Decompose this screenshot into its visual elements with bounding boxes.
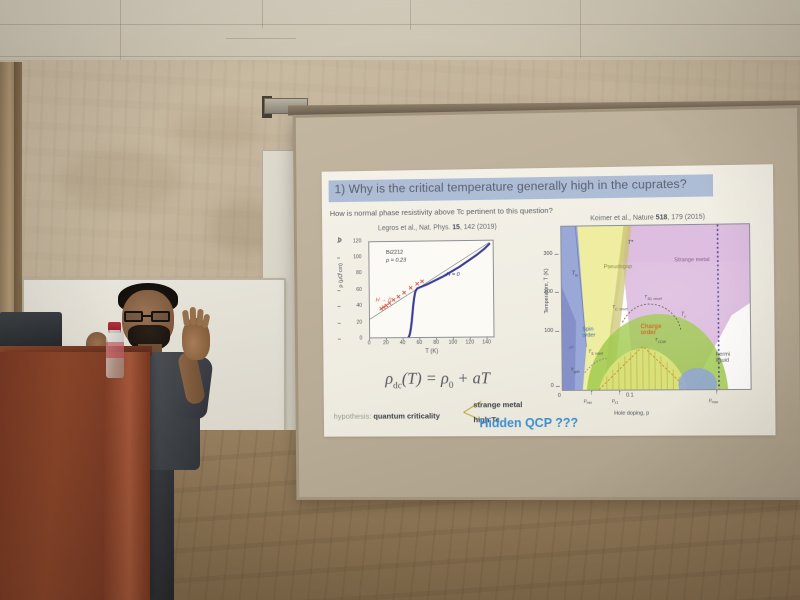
y-tick-100: 100 <box>337 254 362 260</box>
boundary-label-TCO-onset: TC, onset <box>612 304 628 312</box>
citation-left: Legros et al., Nat. Phys. 15, 142 (2019) <box>378 224 497 233</box>
presentation-slide: 1) Why is the critical temperature gener… <box>321 164 776 437</box>
arrow-pmin: ↑ <box>589 389 594 397</box>
resistivity-x-axis-label: T (K) <box>425 348 439 355</box>
label-pmin: pmin <box>583 398 593 405</box>
speaker-right-hand <box>181 306 211 360</box>
y-tick-60: 60 <box>337 287 362 293</box>
citation-right-volume: 518 <box>655 214 668 222</box>
phase-x-tick-0.1: 0.1 <box>626 392 634 399</box>
phase-y-tick-100: 100 <box>527 328 560 334</box>
eq-dc: dc <box>393 381 402 392</box>
wall-smudge <box>60 150 180 210</box>
citation-left-post: , 142 (2019) <box>459 223 497 232</box>
eq-rho: ρ <box>385 368 394 388</box>
podium-front-panel <box>104 352 150 600</box>
x-tick-20: 20 <box>378 337 394 346</box>
region-label-charge-order: Charge order <box>640 324 662 337</box>
phase-x-axis-label: Hole doping, p <box>614 410 650 417</box>
boundary-label-T3D-onset: T3D, onset <box>644 293 662 301</box>
glasses-right-lens <box>151 311 170 322</box>
ceiling-grid-line <box>0 56 800 58</box>
hidden-qcp-annotation: Hidden QCP ??? <box>479 415 579 431</box>
ceiling-grid-line <box>120 0 122 60</box>
boundary-label-TN: TN <box>571 270 578 278</box>
label-ps1: ps1 <box>612 398 619 405</box>
resistivity-chart: b ρ (μΩ cm) 120 100 80 60 40 20 0 <box>332 234 516 360</box>
finger <box>189 306 197 326</box>
h-to-zero-label: H → 0 <box>375 297 392 304</box>
projection-screen: 1) Why is the critical temperature gener… <box>292 105 800 501</box>
bottle-label <box>106 342 124 358</box>
phase-x-tick-0: 0 <box>557 392 561 399</box>
ceiling-crack <box>226 38 296 40</box>
phase-diagram-plot-area: Pseudogap Strange metal Spin order Fermi l… <box>560 223 752 391</box>
boundary-label-TCDW: TCDW <box>654 338 666 345</box>
x-tick-60: 60 <box>411 337 427 346</box>
citation-right: Keimer et al., Nature 518, 179 (2015) <box>590 214 705 223</box>
x-tick-0: 0 <box>361 337 377 346</box>
label-pmax: pmax <box>708 398 719 405</box>
laptop <box>0 312 62 352</box>
x-tick-80: 80 <box>428 336 444 346</box>
boundary-label-Tstar: T* <box>627 239 634 246</box>
sample-label: Bi2212 <box>386 249 404 256</box>
doping-label: p = 0.23 <box>386 257 407 264</box>
x-tick-120: 120 <box>462 336 478 346</box>
y-tick-20: 20 <box>337 320 362 326</box>
ceiling-grid-line <box>262 0 264 28</box>
phase-regions <box>561 224 751 391</box>
branch-strange-metal: strange metal <box>473 400 523 410</box>
y-tick-120: 120 <box>336 238 361 244</box>
x-tick-140: 140 <box>479 336 495 345</box>
x-tick-40: 40 <box>395 337 411 346</box>
arrow-ps1: ↑ <box>617 389 622 397</box>
x-tick-100: 100 <box>445 336 461 346</box>
phase-y-tick-300: 300 <box>527 251 559 257</box>
boundary-label-Tspin: Tspin <box>570 366 580 374</box>
phase-diagram-chart: Temperature, T (K) 300 200 100 0 <box>524 223 770 431</box>
eq-mid: (T) = <box>401 368 441 388</box>
resistivity-equation: ρdc(T) = ρ0 + aT <box>385 368 490 391</box>
boundary-label-Tc: Tc <box>680 311 687 319</box>
citation-right-pre: Keimer et al., Nature <box>590 214 656 223</box>
boundary-label-TS-onset: TS, onset <box>588 348 603 356</box>
ceiling-grid-line <box>0 24 800 26</box>
bottle-cap <box>108 322 121 333</box>
eq-tail: + aT <box>453 368 490 388</box>
phase-y-tick-200: 200 <box>527 289 559 295</box>
phase-y-tick-0: 0 <box>528 383 560 389</box>
region-label-fermi-liquid: Fermi liquid <box>715 351 731 364</box>
resistivity-plot-area: Bi2212 p = 0.23 H → 0 H = 0 <box>368 239 495 339</box>
hypothesis-term: quantum criticality <box>373 411 440 421</box>
wall-pillar-edge <box>14 62 22 532</box>
slide-subtitle: How is normal phase resistivity above Tc… <box>329 205 553 219</box>
arrow-pmax: ↑ <box>715 389 719 397</box>
region-label-AF: AF <box>568 344 575 350</box>
y-tick-80: 80 <box>337 270 362 276</box>
podium-top-surface <box>0 346 152 356</box>
glasses-left-lens <box>124 311 143 322</box>
h-equals-zero-label: H = 0 <box>446 271 460 279</box>
region-label-strange-metal: Strange metal <box>674 257 710 264</box>
hypothesis-text: hypothesis: quantum criticality <box>334 411 440 420</box>
region-label-spin-order: Spin order <box>582 326 596 339</box>
hypothesis-prefix: hypothesis: <box>333 411 374 421</box>
ceiling-grid-line <box>410 0 412 30</box>
y-tick-40: 40 <box>337 303 362 309</box>
citation-left-pre: Legros et al., Nat. Phys. <box>377 224 453 233</box>
region-label-pseudogap: Pseudogap <box>603 263 633 271</box>
wall-smudge <box>170 110 260 150</box>
y-tick-0: 0 <box>337 335 362 341</box>
ceiling-grid-line <box>580 0 582 58</box>
citation-right-post: , 179 (2015) <box>667 213 706 222</box>
glasses-bridge <box>143 315 151 317</box>
projection-screen-surface: 1) Why is the critical temperature gener… <box>295 108 800 498</box>
